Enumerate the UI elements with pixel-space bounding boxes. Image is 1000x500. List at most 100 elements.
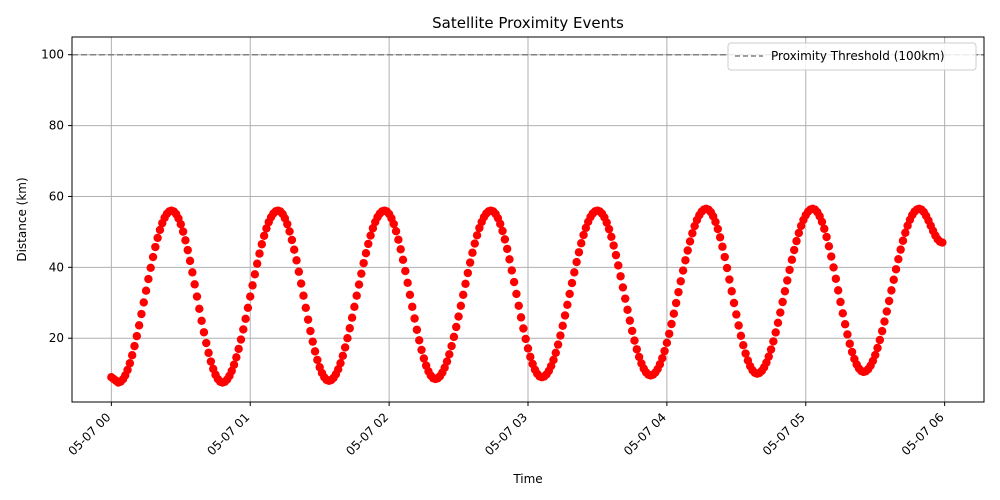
data-point (408, 302, 417, 311)
data-point (415, 336, 424, 345)
data-point (887, 286, 896, 295)
data-point (783, 276, 792, 285)
data-point (766, 345, 776, 354)
data-point (345, 324, 354, 333)
data-point (144, 274, 153, 284)
data-point (623, 305, 632, 314)
data-point (195, 304, 204, 313)
data-point (357, 269, 366, 278)
data-point (283, 219, 292, 229)
data-point (880, 317, 889, 326)
data-point (771, 328, 780, 337)
data-point (468, 248, 477, 257)
data-point (134, 321, 144, 330)
data-point (259, 231, 269, 241)
data-point (634, 352, 644, 362)
data-point (665, 329, 674, 338)
data-point (303, 315, 313, 324)
data-point (720, 252, 729, 262)
data-point (255, 249, 264, 258)
data-point (725, 275, 734, 284)
data-point (285, 227, 294, 236)
data-point (824, 242, 834, 251)
data-point (722, 263, 732, 273)
data-point (352, 291, 361, 300)
data-point (614, 261, 623, 270)
data-point (579, 230, 588, 240)
data-point (625, 316, 635, 325)
data-point (514, 301, 523, 310)
data-point (681, 256, 690, 265)
data-point (894, 254, 903, 264)
data-point (630, 336, 639, 345)
data-point (181, 236, 190, 245)
data-point (789, 245, 799, 255)
x-tick-label: 05-07 04 (621, 410, 669, 458)
data-point (778, 297, 787, 307)
data-point (340, 343, 350, 352)
data-point (199, 328, 209, 337)
data-point (366, 231, 375, 240)
x-tick-label: 05-07 06 (899, 410, 947, 458)
data-point (146, 263, 155, 272)
data-point (449, 332, 459, 342)
data-point (308, 337, 317, 346)
data-point (176, 220, 185, 229)
data-point (676, 277, 685, 286)
data-point (658, 354, 667, 363)
data-point (301, 303, 310, 312)
data-point (461, 279, 470, 289)
data-point (206, 357, 216, 366)
data-point (896, 245, 905, 254)
data-point (838, 309, 847, 318)
data-point (396, 245, 405, 254)
data-point (884, 296, 894, 306)
legend: Proximity Threshold (100km) (727, 42, 977, 71)
data-point (604, 224, 614, 234)
data-point (338, 351, 348, 361)
data-point (577, 239, 586, 248)
data-point (769, 337, 778, 346)
data-point (410, 314, 419, 323)
data-point (678, 266, 688, 275)
data-point (627, 326, 637, 336)
data-point (512, 289, 521, 299)
data-point (560, 311, 570, 320)
data-point (229, 360, 239, 369)
data-point (364, 239, 373, 249)
data-point (472, 231, 482, 240)
data-point (234, 344, 243, 354)
data-point (417, 345, 426, 355)
data-point (732, 310, 741, 319)
data-point (250, 270, 260, 279)
data-point (711, 217, 720, 227)
data-point (836, 297, 845, 307)
y-tick-label: 20 (49, 331, 64, 345)
data-point (526, 352, 535, 362)
x-tick-label: 05-07 05 (760, 410, 808, 458)
data-point (463, 268, 473, 278)
data-point (141, 286, 151, 295)
data-point (820, 224, 829, 233)
data-point (523, 344, 533, 353)
data-point (736, 331, 746, 340)
data-point (553, 340, 563, 349)
data-point (313, 355, 322, 365)
data-point (843, 330, 852, 339)
data-point (236, 335, 246, 344)
data-point (611, 250, 621, 260)
data-point (130, 341, 139, 351)
data-point (509, 277, 519, 287)
data-point (734, 321, 743, 330)
y-axis-ticks: 20 40 60 80 100 (41, 48, 72, 345)
data-point (901, 228, 910, 237)
data-point (891, 265, 901, 274)
data-point (445, 350, 454, 359)
legend-box (727, 42, 977, 71)
data-point (875, 335, 885, 345)
data-point (306, 326, 315, 336)
data-point (602, 218, 611, 227)
data-point (502, 244, 512, 254)
data-point (287, 235, 297, 245)
